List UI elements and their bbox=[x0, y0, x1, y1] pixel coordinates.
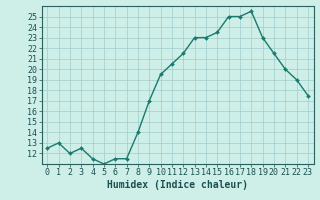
X-axis label: Humidex (Indice chaleur): Humidex (Indice chaleur) bbox=[107, 180, 248, 190]
